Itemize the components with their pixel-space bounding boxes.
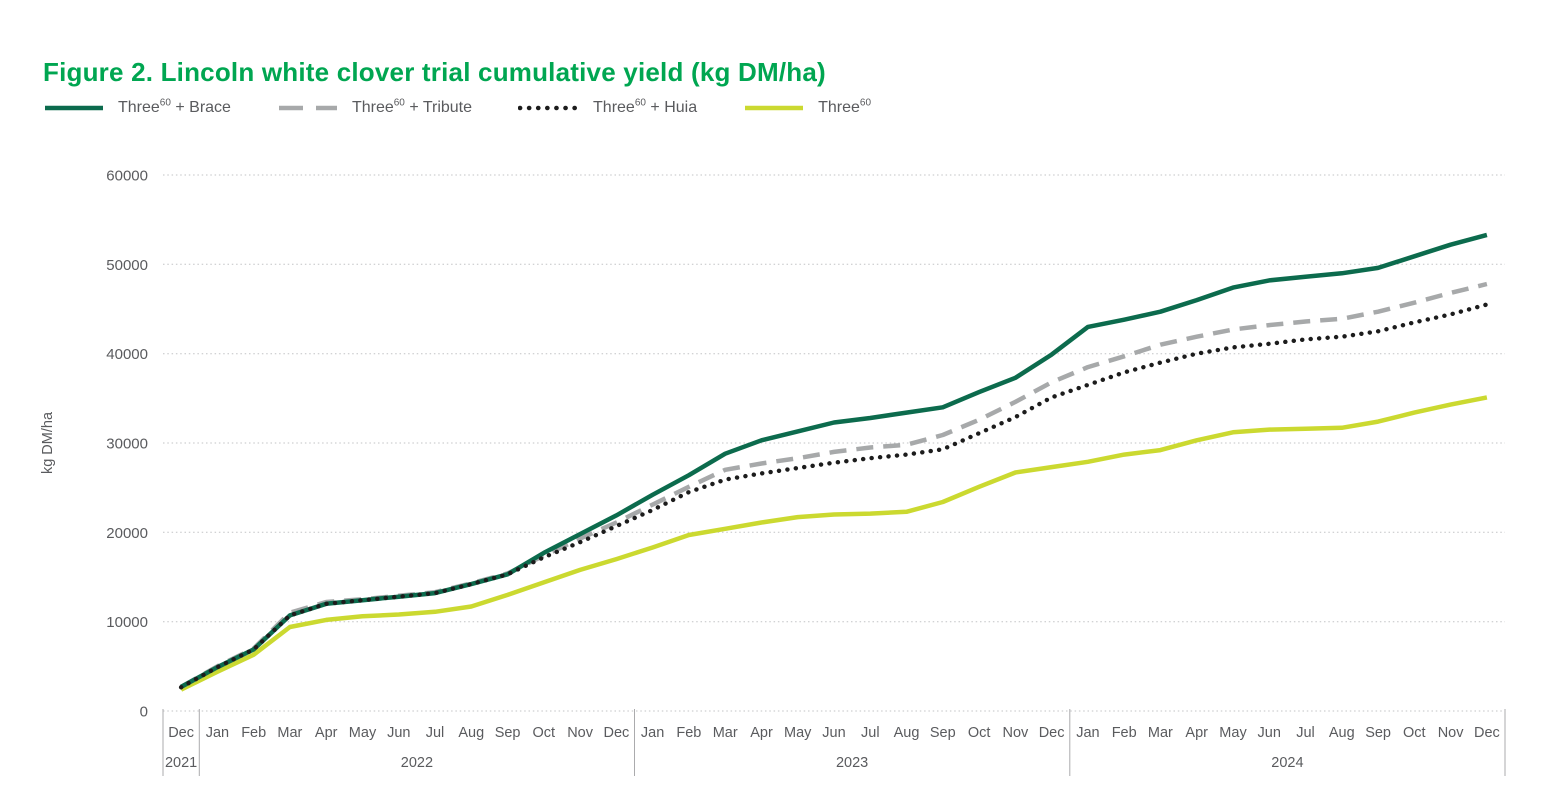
x-month-label: Jun — [387, 725, 410, 741]
x-month-label: Jun — [822, 725, 845, 741]
x-month-label: Sep — [495, 725, 521, 741]
x-month-label: Jul — [426, 725, 445, 741]
x-month-label: Aug — [458, 725, 484, 741]
legend-label: Three60 — [818, 97, 872, 116]
y-tick-label: 10000 — [106, 614, 148, 631]
page-title: Figure 2. Lincoln white clover trial cum… — [43, 57, 826, 88]
x-month-label: Jan — [1076, 725, 1099, 741]
y-tick-label: 40000 — [106, 346, 148, 363]
series-line-brace — [180, 232, 1488, 689]
x-month-label: Oct — [1403, 725, 1426, 741]
x-month-label: Aug — [1329, 725, 1355, 741]
x-year-label: 2024 — [1271, 755, 1303, 771]
x-month-label: Apr — [750, 725, 773, 741]
x-month-label: Sep — [1365, 725, 1391, 741]
x-month-label: Nov — [1438, 725, 1465, 741]
legend-item-brace: Three60 + Brace — [43, 97, 231, 117]
x-month-label: Feb — [1112, 725, 1137, 741]
legend-swatch-solid-green-icon — [45, 105, 103, 111]
x-month-label: Dec — [1039, 725, 1065, 741]
chart-legend: Three60 + Brace Three60 + Tribute Three6… — [43, 97, 872, 117]
y-tick-label: 0 — [140, 704, 148, 721]
x-month-label: Jul — [1296, 725, 1315, 741]
legend-item-huia: Three60 + Huia — [518, 97, 698, 117]
x-month-label: Aug — [894, 725, 920, 741]
x-month-label: Dec — [604, 725, 630, 741]
x-month-label: Feb — [676, 725, 701, 741]
x-month-label: May — [784, 725, 812, 741]
x-month-label: Sep — [930, 725, 956, 741]
x-month-label: Nov — [567, 725, 594, 741]
x-year-label: 2022 — [401, 755, 433, 771]
y-axis-title: kg DM/ha — [40, 411, 56, 474]
y-tick-label: 60000 — [106, 168, 148, 185]
x-month-label: Jan — [206, 725, 229, 741]
x-month-label: Mar — [713, 725, 738, 741]
series-line-huia — [178, 302, 1490, 690]
legend-swatch-dashed-gray-icon — [278, 105, 337, 111]
x-year-label: 2023 — [836, 755, 868, 771]
x-month-label: Jun — [1258, 725, 1281, 741]
x-month-label: Dec — [168, 725, 194, 741]
y-tick-label: 20000 — [106, 525, 148, 542]
legend-swatch-dotted-black-icon — [518, 105, 581, 111]
x-month-label: Apr — [1185, 725, 1208, 741]
x-month-label: Mar — [277, 725, 302, 741]
x-month-label: Oct — [968, 725, 991, 741]
legend-swatch-solid-yellow-icon — [745, 105, 804, 111]
x-month-label: May — [349, 725, 377, 741]
series-line-tribute — [179, 281, 1488, 689]
legend-item-tribute: Three60 + Tribute — [277, 97, 473, 117]
x-month-label: Jul — [861, 725, 880, 741]
legend-item-three60: Three60 — [743, 97, 872, 117]
x-month-label: Mar — [1148, 725, 1173, 741]
series-line-three60 — [180, 395, 1488, 692]
legend-label: Three60 + Brace — [118, 97, 231, 116]
x-month-label: Feb — [241, 725, 266, 741]
legend-label: Three60 + Huia — [593, 97, 698, 116]
legend-label: Three60 + Tribute — [351, 97, 473, 116]
x-month-label: Jan — [641, 725, 664, 741]
x-month-label: Apr — [315, 725, 338, 741]
x-year-label: 2021 — [165, 755, 197, 771]
x-month-label: Nov — [1003, 725, 1030, 741]
y-tick-label: 50000 — [106, 257, 148, 274]
x-month-label: May — [1219, 725, 1247, 741]
y-tick-label: 30000 — [106, 436, 148, 453]
x-month-label: Oct — [533, 725, 556, 741]
x-month-label: Dec — [1474, 725, 1500, 741]
